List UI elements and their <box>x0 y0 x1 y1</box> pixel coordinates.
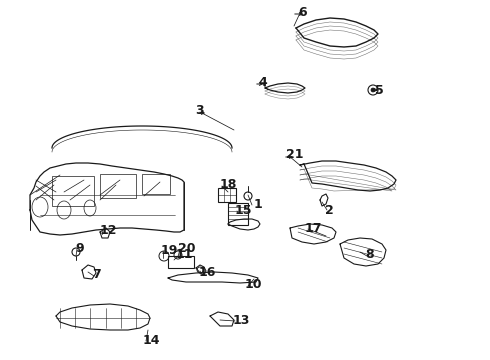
Text: 2: 2 <box>325 203 334 216</box>
Text: 15: 15 <box>235 203 252 216</box>
Text: 12: 12 <box>100 224 118 237</box>
Bar <box>52 176 94 206</box>
Text: 17: 17 <box>305 221 322 234</box>
Text: 18: 18 <box>220 179 237 192</box>
Text: 20: 20 <box>178 242 196 255</box>
Text: 19: 19 <box>161 243 178 256</box>
Text: 1: 1 <box>254 198 263 211</box>
Circle shape <box>371 88 375 92</box>
Text: 10: 10 <box>245 279 263 292</box>
Text: 11: 11 <box>176 248 194 261</box>
Text: 21: 21 <box>286 148 303 162</box>
Text: 8: 8 <box>365 248 374 261</box>
Bar <box>228 203 248 225</box>
Text: 6: 6 <box>298 5 307 18</box>
Text: 14: 14 <box>143 333 161 346</box>
Text: 7: 7 <box>92 269 101 282</box>
Text: 13: 13 <box>233 314 250 327</box>
Text: 9: 9 <box>75 242 84 255</box>
Bar <box>168 256 194 268</box>
Bar <box>142 174 170 194</box>
Text: 4: 4 <box>258 76 267 89</box>
Text: 16: 16 <box>199 266 217 279</box>
Text: 5: 5 <box>375 84 384 96</box>
Bar <box>218 188 236 202</box>
Bar <box>100 174 136 198</box>
Text: 3: 3 <box>195 104 204 117</box>
